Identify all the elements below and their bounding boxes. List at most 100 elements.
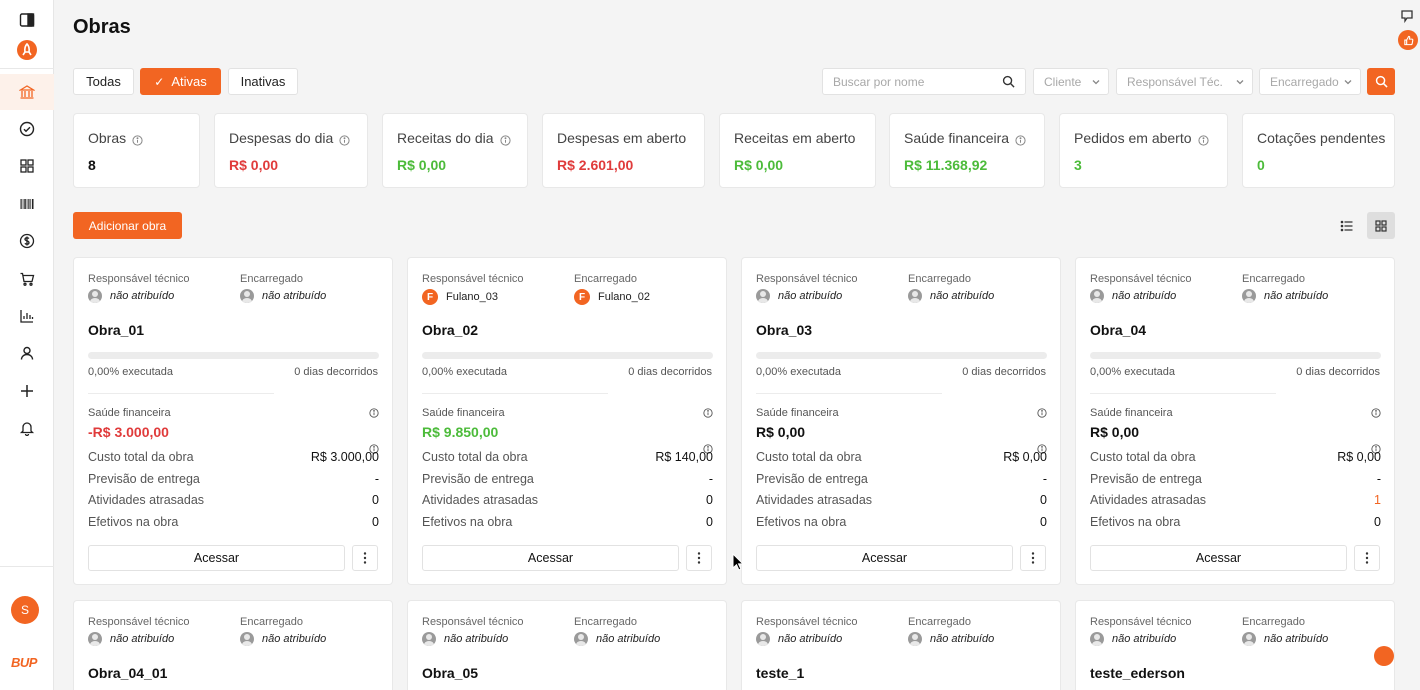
manager-person: não atribuído: [908, 289, 994, 303]
project-name[interactable]: Obra_04_01: [88, 665, 168, 681]
access-button[interactable]: Acessar: [756, 545, 1013, 571]
more-options-button[interactable]: [1020, 545, 1046, 571]
manager-person: não atribuído: [240, 632, 326, 646]
access-button[interactable]: Acessar: [88, 545, 345, 571]
stat-value: 8: [88, 157, 96, 173]
info-icon[interactable]: [132, 133, 143, 146]
info-icon[interactable]: [703, 405, 713, 418]
sidebar-toggle-icon[interactable]: [0, 2, 54, 38]
financial-health-label: Saúde financeira: [1090, 407, 1173, 419]
project-name[interactable]: Obra_04: [1090, 322, 1147, 338]
avatar[interactable]: S: [11, 596, 39, 624]
progress-bar: [88, 352, 379, 359]
manager-label: Encarregado: [240, 616, 303, 628]
days-elapsed-text: 0 dias decorridos: [962, 366, 1046, 378]
late-activities-row: Atividades atrasadas 0: [88, 493, 379, 507]
bank-icon[interactable]: [0, 74, 54, 110]
info-icon[interactable]: [499, 133, 511, 146]
manager-person: não atribuído: [1242, 632, 1328, 646]
client-select[interactable]: Cliente: [1033, 68, 1109, 95]
responsible-person: F Fulano_03: [422, 289, 498, 305]
search-button[interactable]: [1367, 68, 1395, 95]
days-elapsed-text: 0 dias decorridos: [1296, 366, 1380, 378]
project-name[interactable]: Obra_01: [88, 322, 145, 338]
project-name[interactable]: Obra_05: [422, 665, 479, 681]
rocket-icon[interactable]: [0, 32, 54, 68]
total-cost-row: Custo total da obra R$ 3.000,00: [88, 450, 379, 464]
responsible-select[interactable]: Responsável Téc.: [1116, 68, 1253, 95]
executed-text: 0,00% executada: [422, 366, 508, 378]
info-icon[interactable]: [1037, 405, 1047, 418]
user-avatar-icon: [908, 632, 922, 646]
access-button[interactable]: Acessar: [422, 545, 679, 571]
check-circle-icon[interactable]: [0, 111, 54, 147]
manager-label: Encarregado: [908, 273, 971, 285]
stat-label: Obras: [88, 130, 185, 146]
user-icon[interactable]: [0, 335, 54, 371]
barcode-icon[interactable]: [0, 186, 54, 222]
stat-card: Receitas do dia R$ 0,00: [382, 113, 528, 188]
project-name[interactable]: Obra_02: [422, 322, 479, 338]
responsible-label: Responsável técnico: [88, 616, 190, 628]
financial-health-value: R$ 9.850,00: [422, 424, 499, 440]
stat-value: 0: [1257, 157, 1265, 173]
project-name[interactable]: Obra_03: [756, 322, 813, 338]
responsible-label: Responsável técnico: [756, 616, 858, 628]
info-icon[interactable]: [1371, 405, 1381, 418]
project-name[interactable]: teste_1: [756, 665, 805, 681]
plus-icon[interactable]: [0, 373, 54, 409]
manager-person: não atribuído: [574, 632, 660, 646]
info-icon[interactable]: [369, 405, 379, 418]
filter-active-button[interactable]: ✓ Ativas: [140, 68, 221, 95]
filter-all-button[interactable]: Todas: [73, 68, 134, 95]
manager-person: não atribuído: [240, 289, 326, 303]
responsible-person: não atribuído: [756, 289, 842, 303]
search-icon[interactable]: [1002, 75, 1015, 88]
manager-select[interactable]: Encarregado: [1259, 68, 1361, 95]
info-icon[interactable]: [703, 441, 713, 454]
thumbs-up-icon[interactable]: [1398, 30, 1418, 50]
responsible-person: não atribuído: [88, 289, 174, 303]
grid-icon[interactable]: [0, 148, 54, 184]
list-view-button[interactable]: [1333, 212, 1361, 239]
responsible-label: Responsável técnico: [756, 273, 858, 285]
info-icon[interactable]: [1197, 133, 1209, 146]
responsible-label: Responsável técnico: [1090, 273, 1192, 285]
stat-label: Receitas do dia: [397, 130, 513, 146]
project-name[interactable]: teste_ederson: [1090, 665, 1185, 681]
info-icon[interactable]: [1015, 133, 1026, 146]
filter-inactive-button[interactable]: Inativas: [228, 68, 298, 95]
bar-chart-icon[interactable]: [0, 298, 54, 334]
stat-card: Cotações pendentes 0: [1242, 113, 1395, 188]
info-icon[interactable]: [1037, 441, 1047, 454]
more-vertical-icon: [697, 552, 701, 564]
bell-icon[interactable]: [0, 410, 54, 446]
more-options-button[interactable]: [686, 545, 712, 571]
dollar-icon[interactable]: [0, 223, 54, 259]
grid-view-button[interactable]: [1367, 212, 1395, 239]
responsible-person: não atribuído: [756, 632, 842, 646]
info-icon[interactable]: [1371, 441, 1381, 454]
more-options-button[interactable]: [1354, 545, 1380, 571]
manager-person: não atribuído: [1242, 289, 1328, 303]
access-button[interactable]: Acessar: [1090, 545, 1347, 571]
help-button[interactable]: [1374, 646, 1394, 666]
manager-label: Encarregado: [1242, 273, 1305, 285]
stat-card: Pedidos em aberto 3: [1059, 113, 1228, 188]
more-options-button[interactable]: [352, 545, 378, 571]
feedback-icon[interactable]: [1400, 8, 1414, 24]
executed-text: 0,00% executada: [1090, 366, 1176, 378]
financial-health-value: R$ 0,00: [1090, 424, 1140, 440]
cart-icon[interactable]: [0, 261, 54, 297]
search-input[interactable]: [823, 69, 993, 94]
responsible-label: Responsável técnico: [1090, 616, 1192, 628]
responsible-person: não atribuído: [1090, 289, 1176, 303]
stat-label: Saúde financeira: [904, 130, 1030, 146]
info-icon[interactable]: [369, 441, 379, 454]
user-avatar-icon: [88, 289, 102, 303]
stat-card: Obras 8: [73, 113, 200, 188]
stat-label: Pedidos em aberto: [1074, 130, 1213, 146]
stat-value: R$ 2.601,00: [557, 157, 634, 173]
info-icon[interactable]: [339, 133, 350, 146]
add-project-button[interactable]: Adicionar obra: [73, 212, 182, 239]
